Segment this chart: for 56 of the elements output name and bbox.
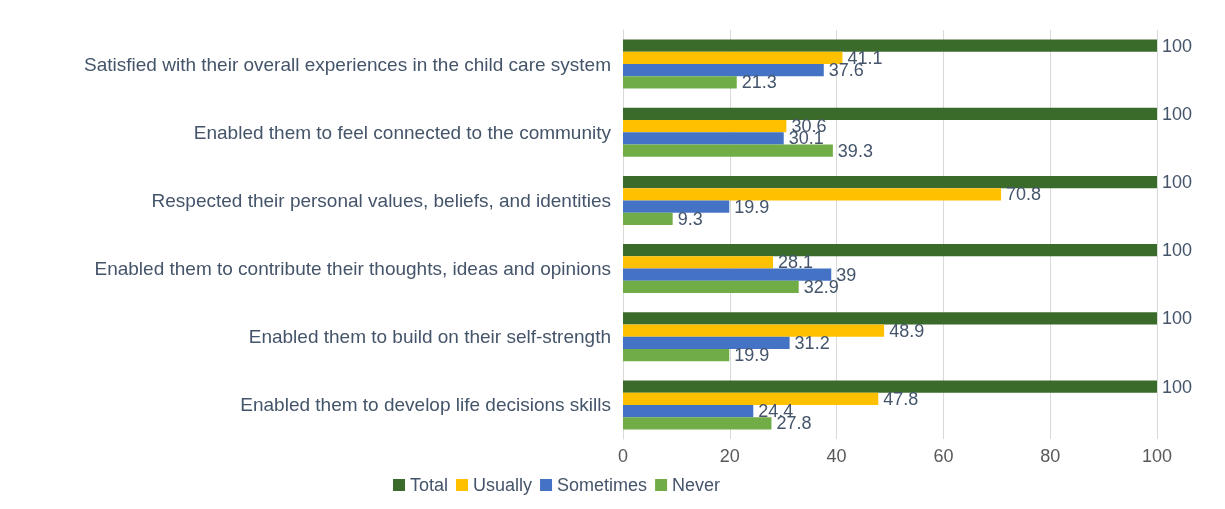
bar — [623, 256, 774, 269]
data-label: 100 — [1162, 103, 1193, 124]
data-label: 31.2 — [794, 332, 830, 353]
bar — [623, 175, 1157, 189]
y-tick-label: Enabled them to build on their self-strength — [248, 326, 611, 348]
data-label: 47.8 — [883, 388, 919, 409]
bar — [623, 280, 799, 294]
bar — [623, 119, 787, 133]
bar — [623, 417, 772, 430]
bar — [623, 39, 1157, 52]
y-tick-label: Respected their personal values, beliefs, and identities — [151, 189, 611, 211]
bar — [623, 144, 833, 157]
data-label: 70.8 — [1006, 184, 1042, 205]
legend-label: Usually — [473, 475, 533, 495]
data-label: 48.9 — [889, 320, 925, 341]
x-tick-label: 100 — [1141, 446, 1173, 466]
data-label: 19.9 — [734, 345, 770, 366]
data-label: 28.1 — [778, 252, 814, 273]
bar — [623, 132, 784, 145]
y-tick-label: Satisfied with their overall experiences in the child care system — [84, 53, 611, 75]
x-tick-label: 60 — [933, 446, 954, 466]
legend-label: Total — [410, 475, 449, 495]
y-tick-label: Enabled them to contribute their thoughts, ideas and opinions — [94, 258, 611, 280]
bar — [623, 349, 730, 362]
bar — [623, 51, 843, 65]
bar — [623, 312, 1157, 325]
bar — [623, 212, 673, 225]
bar — [623, 244, 1157, 257]
legend-label: Never — [672, 475, 721, 495]
bar — [623, 268, 832, 281]
bar — [623, 107, 1157, 120]
data-label: 19.9 — [734, 196, 770, 217]
data-label: 100 — [1162, 240, 1193, 261]
legend-label: Sometimes — [557, 475, 648, 495]
x-tick-label: 80 — [1040, 446, 1061, 466]
y-tick-label: Enabled them to develop life decisions skills — [240, 394, 611, 416]
bar — [623, 76, 737, 89]
data-label: 100 — [1162, 35, 1193, 56]
bar — [623, 336, 790, 350]
data-label: 100 — [1162, 376, 1193, 397]
bar — [623, 64, 824, 77]
x-tick-label: 0 — [617, 446, 629, 466]
bar — [623, 324, 885, 337]
bar — [623, 200, 730, 213]
data-label: 9.3 — [677, 208, 703, 229]
data-label: 100 — [1162, 308, 1193, 329]
data-label: 39.3 — [837, 140, 873, 161]
data-label: 100 — [1162, 172, 1193, 193]
bar — [623, 188, 1002, 201]
bar — [623, 404, 754, 418]
x-tick-label: 20 — [719, 446, 740, 466]
y-tick-label: Enabled them to feel connected to the community — [193, 121, 612, 143]
bar — [623, 380, 1157, 393]
x-tick-label: 40 — [826, 446, 847, 466]
data-label: 21.3 — [741, 72, 777, 93]
bar — [623, 392, 879, 405]
